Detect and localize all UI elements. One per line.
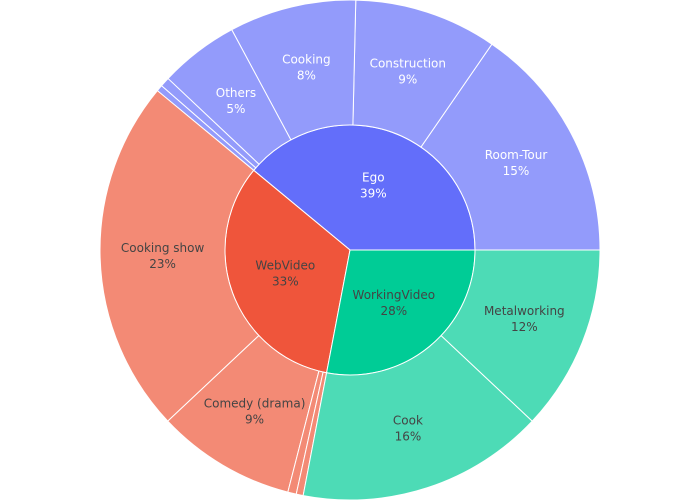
label-room-tour: Room-Tour 15%: [485, 148, 548, 178]
sector-cook[interactable]: [302, 334, 533, 500]
label-cooking-show: Cooking show 23%: [121, 241, 205, 271]
sector-others[interactable]: [167, 29, 292, 165]
label-others: Others 5%: [216, 86, 256, 116]
sector-comedy-drama[interactable]: [167, 334, 320, 493]
label-cook: Cook 16%: [393, 413, 423, 443]
sector-room-tour[interactable]: [420, 43, 601, 251]
label-metalworking: Metalworking 12%: [484, 304, 565, 334]
label-cooking: Cooking 8%: [282, 53, 331, 83]
label-construction: Construction 9%: [370, 57, 446, 87]
label-workingvideo: WorkingVideo 28%: [353, 288, 436, 318]
label-webvideo: WebVideo 33%: [255, 258, 315, 288]
sector-metalworking[interactable]: [440, 249, 601, 422]
sector-cooking[interactable]: [231, 0, 357, 141]
sector-cooking-show[interactable]: [99, 89, 260, 422]
label-comedy-drama: Comedy (drama) 9%: [204, 396, 306, 426]
label-ego: Ego 39%: [360, 170, 387, 200]
sector-construction[interactable]: [352, 0, 493, 148]
